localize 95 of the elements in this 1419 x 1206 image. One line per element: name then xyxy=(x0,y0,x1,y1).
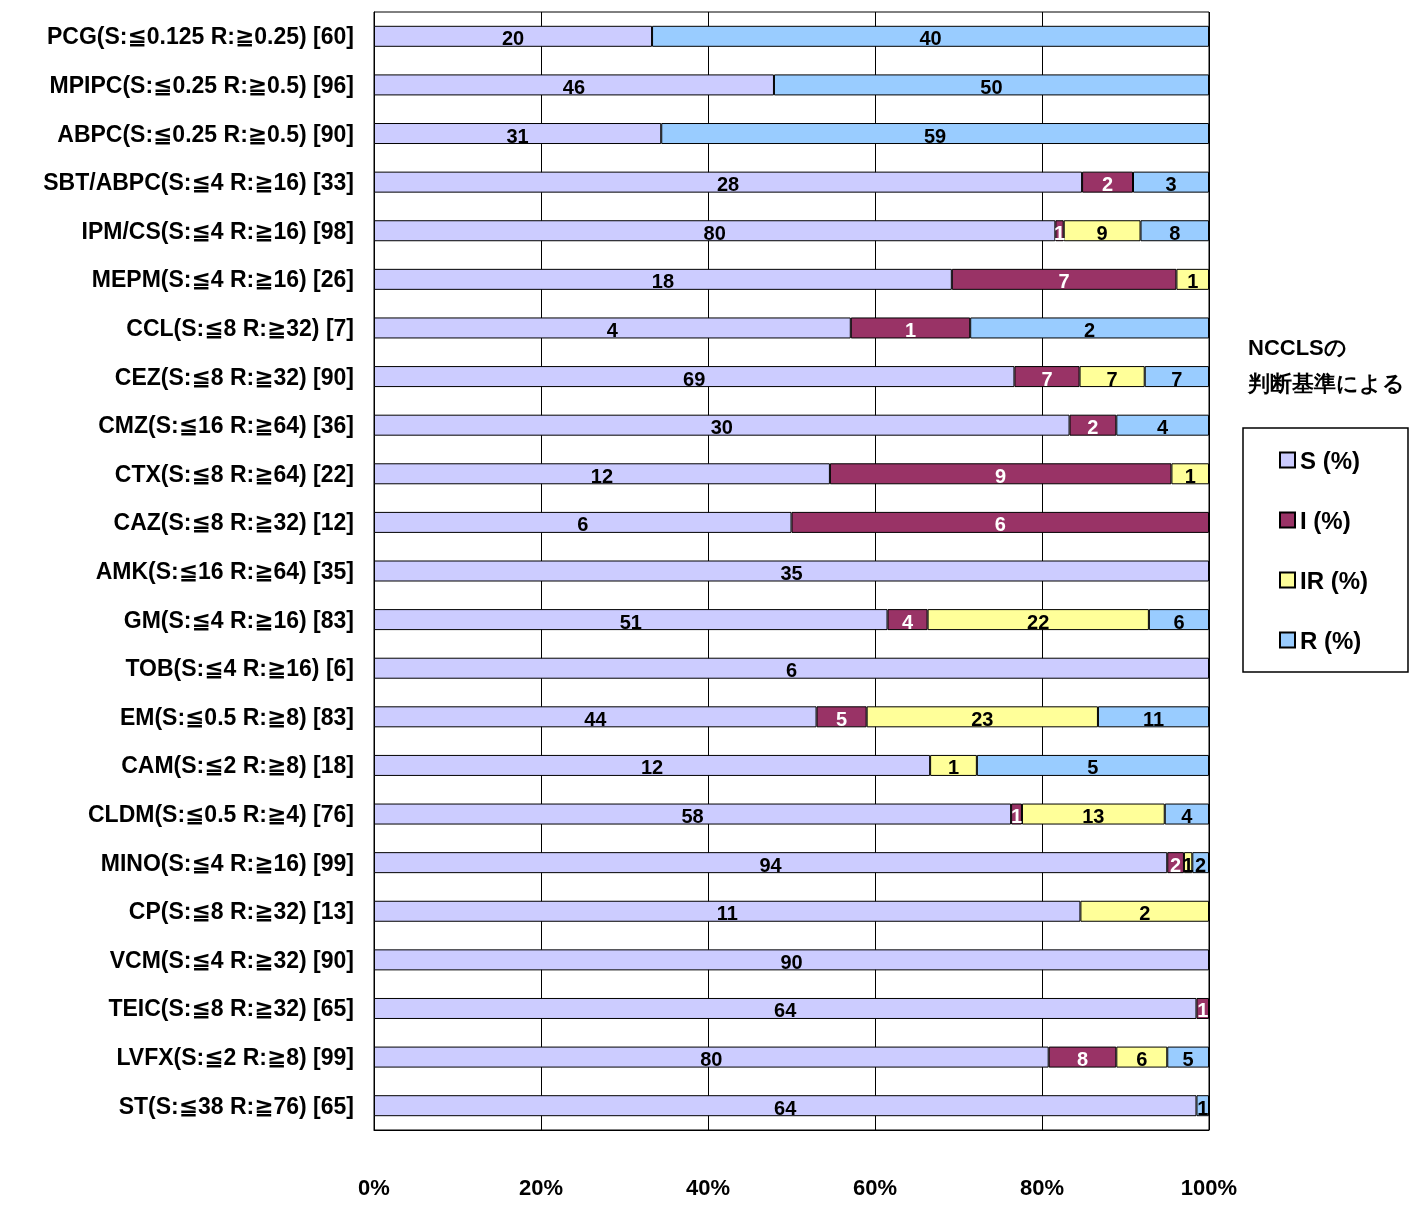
annotation: 9 xyxy=(995,464,1007,487)
annotation: 7 xyxy=(1106,367,1118,390)
annotation: 64 xyxy=(774,1096,798,1119)
annotation: 1 xyxy=(1187,270,1199,293)
y-tick-label: LVFX(S:≦2 R:≧8) [99] xyxy=(116,1044,354,1071)
y-tick-label: TOB(S:≦4 R:≧16) [6] xyxy=(125,655,354,682)
annotation: 30 xyxy=(710,416,733,439)
y-tick-label: AMK(S:≦16 R:≧64) [35] xyxy=(95,558,354,584)
annotation: 4 xyxy=(902,610,914,633)
annotation: 90 xyxy=(780,950,803,973)
y-tick-label: IPM/CS(S:≦4 R:≧16) [98] xyxy=(81,217,354,244)
annotation: 35 xyxy=(780,562,803,584)
annotation: 18 xyxy=(651,270,675,293)
legend-label: I (%) xyxy=(1300,506,1351,534)
x-tick-label: 80% xyxy=(1019,1174,1065,1200)
annotation: 59 xyxy=(923,124,947,147)
annotation: 2 xyxy=(1087,416,1099,439)
annotation: 11 xyxy=(1142,707,1165,730)
x-tick-label: 0% xyxy=(358,1174,390,1200)
annotation: 11 xyxy=(716,902,738,925)
annotation: 2 xyxy=(1170,853,1182,876)
annotation: 7 xyxy=(1171,367,1183,390)
annotation: 1 xyxy=(904,318,917,341)
annotation: 40 xyxy=(919,27,942,50)
x-tick-label: 100% xyxy=(1180,1174,1238,1200)
y-tick-label: EM(S:≦0.5 R:≧8) [83] xyxy=(119,703,354,730)
y-tick-label: CLDM(S:≦0.5 R:≧4) [76] xyxy=(87,801,354,828)
x-tick-label: 40% xyxy=(685,1174,731,1200)
annotation: 2 xyxy=(1139,902,1151,925)
annotation: 50 xyxy=(980,75,1003,98)
legend-label: IR (%) xyxy=(1300,566,1368,594)
annotation: 2 xyxy=(1101,173,1114,196)
annotation: 13 xyxy=(1082,805,1105,828)
annotation: 5 xyxy=(1087,756,1099,779)
annotation: 6 xyxy=(785,659,798,682)
annotation: 8 xyxy=(1169,221,1181,244)
annotation: 6 xyxy=(1136,1048,1148,1071)
y-tick-label: MINO(S:≦4 R:≧16) [99] xyxy=(100,849,354,876)
annotation: 51 xyxy=(619,610,642,633)
y-tick-label: PCG(S:≦0.125 R:≧0.25) [60] xyxy=(47,23,354,50)
annotation: 20 xyxy=(501,27,525,50)
annotation: 12 xyxy=(590,464,614,487)
x-tick-label: 60% xyxy=(852,1174,898,1200)
y-tick-label: GM(S:≦4 R:≧16) [83] xyxy=(123,606,354,633)
annotation: 6 xyxy=(1173,610,1185,633)
y-tick-label: CAZ(S:≦8 R:≧32) [12] xyxy=(113,509,354,536)
legend-label: S (%) xyxy=(1300,446,1360,474)
annotation: 7 xyxy=(1041,367,1053,390)
y-tick-label: SBT/ABPC(S:≦4 R:≧16) [33] xyxy=(43,169,354,196)
annotation: 12 xyxy=(640,756,664,779)
y-tick-label: ABPC(S:≦0.25 R:≧0.5) [90] xyxy=(57,120,354,147)
annotation: 2 xyxy=(1195,853,1207,876)
annotation: 94 xyxy=(759,853,783,876)
y-tick-label: ST(S:≦38 R:≧76) [65] xyxy=(118,1092,354,1119)
annotation: 23 xyxy=(971,707,994,730)
annotation: 58 xyxy=(681,805,704,828)
annotation: 7 xyxy=(1058,270,1070,293)
y-tick-label: CCL(S:≦8 R:≧32) [7] xyxy=(126,314,354,341)
x-tick-label: 20% xyxy=(518,1174,564,1200)
annotation: 44 xyxy=(584,707,608,730)
annotation: 64 xyxy=(774,999,798,1022)
annotation: 4 xyxy=(1181,805,1194,828)
annotation: 8 xyxy=(1076,1048,1089,1071)
annotation: 5 xyxy=(1182,1048,1194,1071)
y-tick-label: MEPM(S:≦4 R:≧16) [26] xyxy=(91,266,354,293)
annotation: 6 xyxy=(994,513,1006,536)
annotation: 4 xyxy=(1157,416,1170,439)
annotation: 1 xyxy=(1053,221,1066,244)
annotation: 69 xyxy=(683,367,706,390)
legend-label: R (%) xyxy=(1300,626,1362,654)
annotation: 2 xyxy=(1084,318,1096,341)
annotation: 22 xyxy=(1027,610,1050,633)
y-tick-label: TEIC(S:≦8 R:≧32) [65] xyxy=(108,995,354,1022)
legend-title: NCCLSの判断基準による xyxy=(1247,334,1405,396)
y-tick-label: CTX(S:≦8 R:≧64) [22] xyxy=(114,460,354,487)
annotation: 28 xyxy=(716,173,740,196)
annotation: 80 xyxy=(700,1048,723,1071)
annotation: 80 xyxy=(703,221,726,244)
y-tick-label: CMZ(S:≦16 R:≧64) [36] xyxy=(98,412,354,439)
y-tick-label: CAM(S:≦2 R:≧8) [18] xyxy=(121,752,354,779)
y-tick-label: MPIPC(S:≦0.25 R:≧0.5) [96] xyxy=(49,71,354,98)
annotation: 1 xyxy=(947,756,960,779)
annotation: 4 xyxy=(606,318,619,341)
annotation: 1 xyxy=(1184,464,1196,487)
annotation: 1 xyxy=(1197,1096,1209,1119)
annotation: 9 xyxy=(1096,221,1108,244)
annotation: 5 xyxy=(836,707,848,730)
y-tick-label: VCM(S:≦4 R:≧32) [90] xyxy=(109,946,354,973)
annotation: 31 xyxy=(506,124,529,147)
annotation: 46 xyxy=(562,75,586,98)
annotation: 6 xyxy=(577,513,589,536)
y-tick-label: CP(S:≦8 R:≧32) [13] xyxy=(128,898,354,925)
y-tick-label: CEZ(S:≦8 R:≧32) [90] xyxy=(114,363,354,390)
annotation: 3 xyxy=(1165,173,1177,196)
annotation: 1 xyxy=(1197,999,1209,1022)
